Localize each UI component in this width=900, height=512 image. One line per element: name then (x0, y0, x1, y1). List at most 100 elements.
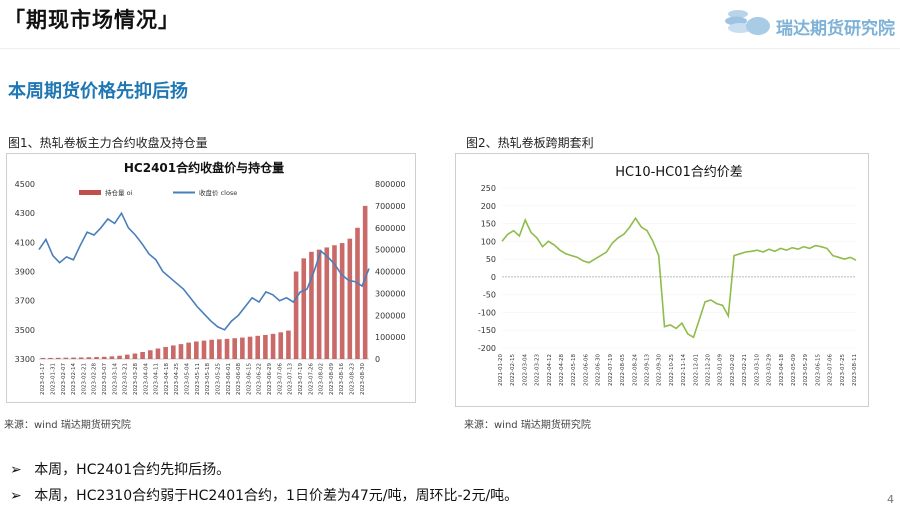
y-right-tick-label: 0 (375, 355, 380, 364)
x-tick-label: 2023-02-28 (92, 363, 98, 395)
x-tick-label: 2023-07-19 (298, 363, 304, 395)
bullet-item: ➢ 本周，HC2401合约先抑后扬。 (10, 459, 230, 479)
x-tick-label: 2023-03-28 (133, 363, 139, 395)
y-right-tick-label: 400000 (375, 268, 406, 277)
oi-bar (124, 354, 130, 359)
oi-bar (194, 341, 199, 359)
x-tick-label: 2023-07-06 (828, 354, 834, 386)
chart-title: HC2401合约收盘价与持仓量 (124, 160, 284, 175)
oi-bar (163, 346, 168, 359)
oi-bar (339, 243, 345, 359)
bullet-text: 本周，HC2401合约先抑后扬。 (34, 462, 231, 478)
y-left-tick-label: 4300 (15, 209, 35, 218)
oi-bar (232, 338, 237, 359)
y-tick-label: -150 (478, 326, 496, 335)
oi-bar (270, 333, 276, 359)
x-tick-label: 2023-05-18 (205, 363, 211, 395)
x-tick-label: 2023-01-31 (50, 363, 56, 395)
oi-bar (201, 340, 207, 359)
y-tick-label: 250 (481, 184, 496, 193)
oi-bar (286, 330, 291, 359)
oi-bar (147, 350, 153, 359)
oi-bar (40, 357, 46, 359)
figure1-chart-box: HC2401合约收盘价与持仓量 持仓量 oi 收盘价 close 3300 3500 37… (6, 153, 416, 403)
legend-label: 收盘价 close (199, 188, 237, 197)
x-tick-label: 2022-04-12 (547, 354, 553, 386)
oi-bar (86, 357, 92, 359)
arrow-bullet-icon: ➢ (10, 488, 22, 504)
arrow-bullet-icon: ➢ (10, 462, 22, 478)
x-tick-label: 2023-08-16 (339, 363, 345, 395)
x-tick-label: 2023-03-29 (767, 354, 773, 386)
x-tick-label: 2023-05-09 (791, 354, 797, 386)
oi-bar (355, 227, 360, 359)
oi-bar (132, 353, 138, 359)
y-left-tick-label: 3900 (15, 268, 35, 277)
x-tick-label: 2023-01-17 (40, 363, 46, 395)
y-left-tick-label: 4100 (15, 238, 35, 247)
oi-bar (301, 258, 307, 359)
x-tick-label: 2023-04-11 (154, 363, 160, 395)
bullet-text: 本周，HC2310合约弱于HC2401合约，1日价差为47元/吨，周环比-2元/… (34, 488, 519, 504)
x-tick-label: 2022-06-06 (583, 354, 589, 386)
figure2-chart-box: HC10-HC01合约价差 -200 -150 -100 -50 0 50 100 150 200… (455, 153, 869, 407)
x-tick-label: 2023-06-01 (226, 363, 232, 395)
section-subtitle: 本周期货价格先抑后扬 (8, 81, 188, 102)
x-tick-label: 2023-02-21 (81, 363, 87, 395)
x-tick-label: 2023-08-09 (329, 363, 335, 395)
oi-bar (171, 345, 176, 359)
oi-bar (278, 332, 284, 359)
x-tick-label: 2023-07-06 (277, 363, 283, 395)
x-tick-label: 2023-07-25 (840, 354, 846, 386)
x-tick-label: 2023-02-07 (61, 363, 67, 395)
oi-bar (178, 344, 184, 359)
header-divider (0, 48, 900, 49)
y-tick-label: -50 (483, 291, 496, 300)
oi-bar (362, 205, 368, 359)
oi-bar (332, 245, 337, 359)
y-tick-label: 50 (486, 255, 496, 264)
oi-bar (347, 238, 353, 359)
y-left-tick-label: 3300 (15, 355, 35, 364)
spread-line (501, 216, 857, 339)
x-tick-label: 2023-02-14 (71, 363, 77, 395)
oi-bar (224, 338, 230, 359)
x-tick-label: 2022-12-20 (706, 354, 712, 386)
x-tick-label: 2022-08-05 (620, 354, 626, 386)
x-tick-label: 2023-02-02 (730, 354, 736, 386)
oi-bar (293, 271, 299, 359)
x-tick-label: 2023-03-14 (112, 363, 118, 395)
figure1-caption: 图1、热轧卷板主力合约收盘及持仓量 (8, 136, 208, 150)
x-tick-label: 2023-01-09 (718, 354, 724, 386)
oi-bar (240, 337, 245, 359)
x-tick-label: 2022-11-14 (681, 354, 687, 386)
legend-swatch-oi (79, 190, 101, 195)
oi-bar (48, 357, 53, 359)
oi-bar (117, 355, 122, 359)
oi-bar (140, 352, 145, 359)
x-tick-label: 2022-03-04 (522, 354, 528, 386)
x-tick-label: 2023-08-23 (350, 363, 356, 395)
x-tick-label: 2022-02-15 (510, 354, 516, 386)
y-left-tick-label: 3500 (15, 326, 35, 335)
y-right-tick-label: 800000 (375, 180, 406, 189)
oi-bar (209, 339, 214, 359)
oi-bar (63, 357, 69, 359)
x-tick-label: 2023-05-04 (185, 363, 191, 395)
y-right-tick-label: 100000 (375, 333, 406, 342)
y-right-tick-label: 700000 (375, 202, 406, 211)
y-tick-label: -100 (478, 308, 496, 317)
y-right-tick-label: 300000 (375, 289, 406, 298)
x-tick-label: 2022-10-25 (669, 354, 675, 386)
oi-bar (324, 247, 330, 359)
x-tick-label: 2023-03-07 (102, 363, 108, 395)
figure2-caption: 图2、热轧卷板跨期套利 (466, 136, 594, 150)
chart-title: HC10-HC01合约价差 (615, 165, 742, 180)
x-tick-label: 2023-04-25 (174, 363, 180, 395)
oi-bar (263, 334, 268, 359)
y-right-tick-label: 200000 (375, 311, 406, 320)
x-tick-label: 2023-07-26 (308, 363, 314, 395)
coins-logo-icon (725, 10, 770, 35)
x-tick-label: 2023-06-15 (246, 363, 252, 395)
y-right-tick-label: 600000 (375, 224, 406, 233)
